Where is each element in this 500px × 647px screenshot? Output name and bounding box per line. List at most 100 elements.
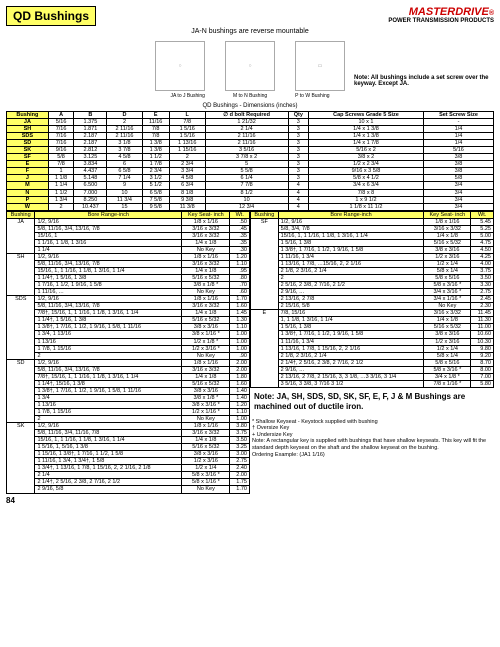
table-row: 1 7/8, 1 15/161/2 x 3/16 *1.00 (7, 345, 250, 352)
table-row: 1 13/16, 1 7/8, …15/16, 2, 2 1/161/2 x 1… (251, 260, 494, 267)
table-row: M1 1/46.50095 1/26 3/47 7/843/4 x 6 3/43… (7, 182, 494, 189)
table-row: SH1/2, 9/161/8 x 1/161.20 (7, 253, 250, 260)
table-row: SD1/2, 9/161/8 x 1/162.00 (7, 359, 250, 366)
table-row: E7/8, 15/163/16 x 3/3211.45 (251, 310, 494, 317)
table-row: 1 5/16, 1, 5/16, 1 3/85/16 x 5/323.25 (7, 444, 250, 451)
table-row: E7/83.83461 7/82 3/4531/2 x 2 3/43/8 (7, 161, 494, 168)
col-header: Cap Screws Grade 5 Size (309, 112, 424, 119)
table-row: 3 5/16, 3 3/8, 3 7/16 3 1/27/8 x 1/16 *5… (251, 380, 494, 387)
table-row: SDS1/2, 9/161/8 x 1/161.70 (7, 296, 250, 303)
legend-line: Note: A rectangular key is supplied with… (252, 438, 492, 451)
legend-line: † Oversize Key (252, 425, 492, 432)
table-row: 5/8, 11/16, 3/4, 13/16, 7/83/16 x 3/32.4… (7, 225, 250, 232)
table-row: 2 9/16, …3/4 x 3/16 *2.75 (251, 289, 494, 296)
table-row: SF1/2, 9/161/8 x 1/165.45 (251, 218, 494, 225)
bore-table-right: Bushing Bore Range-inch Key Seat- inch W… (250, 211, 494, 388)
table-row: 1 5/16, 1 3/85/16 x 5/324.75 (251, 239, 494, 246)
diagram-ja-j: ○ (155, 41, 205, 91)
table-row: N1 1/27.000106 5/88 1/88 1/247/8 x 83/4 (7, 189, 494, 196)
table-row: 1 3/8†, 1 7/16, 1 1/2, 1 9/16, 1 5/8, 1 … (7, 387, 250, 394)
page-number: 84 (6, 496, 494, 505)
table-row: 2 9/16, 5/8No Key1.70 (7, 486, 250, 493)
table-row: SK9/162.8123 7/81 3/81 15/163 5/1635/16 … (7, 147, 494, 154)
table-row: 2 13/16, 2 7/8, 2 15/16, 3, 3 1/8, …3 3/… (251, 373, 494, 380)
diagram-p-w: ▭ (295, 41, 345, 91)
diagram-labels: JA to J Bushing M to N Bushing P to W Bu… (6, 93, 494, 99)
table-row: 1 7/8, 1 15/161/2 x 1/16 *1.10 (7, 408, 250, 415)
table-row: 1 11/16, 1 3/41/2 x 3/1610.30 (251, 338, 494, 345)
col-header: B (74, 112, 107, 119)
table-row: 1 3/8†, 1 7/16, 1 1/2, 1 9/16, 1 5/83/8 … (251, 246, 494, 253)
table-row: SK1/2, 9/161/8 x 1/163.80 (7, 423, 250, 430)
table-row: 1 11/16, 1 3/4, 1 3/4†, 1 5/81/2 x 3/162… (7, 458, 250, 465)
table-row: 25/8 x 5/163.50 (251, 275, 494, 282)
table-row: F14.4376 5/82 3/43 3/45 5/839/16 x 3 5/8… (7, 168, 494, 175)
col-header: ∅ d bolt Required (205, 112, 288, 119)
table-row: SDS7/162.1872 11/167/81 5/162 11/1631/4 … (7, 133, 494, 140)
table-row: 1 15/16, 1 3/8†, 1 7/16, 1 1/2, 1 5/83/8… (7, 451, 250, 458)
table-row: 2 1/45/8 x 3/16 *2.00 (7, 472, 250, 479)
table-row: 5/8, 3/4, 7/83/16 x 3/325.25 (251, 225, 494, 232)
table-row: 5/8, 11/16, 3/4, 11/16, 7/83/16 x 3/323.… (7, 430, 250, 437)
table-row: 1 3/8†, 1 7/16, 1 1/2, 1 9/16, 1 5/8, 1 … (7, 324, 250, 331)
table-row: JA5/161.375211/167/81 21/32310 x 1- (7, 119, 494, 126)
table-row: 1 11/16, 1 3/41/2 x 3/164.25 (251, 253, 494, 260)
table-row: 7/8†, 15/16, 1, 1 1/16, 1 1/8, 1 3/16, 1… (7, 373, 250, 380)
col-header: Qty (288, 112, 308, 119)
table-row: 2 9/16, …5/8 x 3/16 *8.00 (251, 366, 494, 373)
table-row: 1 1/4No Key.30 (7, 246, 250, 253)
legend-line: * Shallow Keyseat - Keystock supplied wi… (252, 419, 492, 426)
legend-line: + Undersize Key (252, 432, 492, 439)
table-row: 1 3/4†, 1 13/16, 1 7/8, 1 15/16, 2, 2 1/… (7, 465, 250, 472)
table-row: 1 3/4, 1 13/163/8 x 1/16 *1.00 (7, 331, 250, 338)
page-title: QD Bushings (6, 6, 96, 26)
brand-name: MASTERDRIVE® (388, 6, 494, 18)
table-row: 2 5/16, 2 3/8, 2 7/16, 2 1/25/8 x 3/16 *… (251, 282, 494, 289)
diagram-m-n: ○ (225, 41, 275, 91)
table-caption: QD Bushings - Dimensions (inches) (6, 103, 494, 109)
table-row: 2 1/4†, 2 5/16, 2 3/8, 2 7/16, 2 1/25/8 … (7, 479, 250, 486)
ductile-note: Note: JA, SH, SDS, SD, SK, SF, E, F, J &… (250, 388, 494, 417)
table-row: 2 15/16, 5/8No Key2.30 (251, 303, 494, 310)
table-row: 2 1/8, 2 3/16, 2 1/45/8 x 1/49.20 (251, 352, 494, 359)
table-row: 1 1/4†, 1 5/16, 1 3/85/16 x 5/32.80 (7, 275, 250, 282)
table-row: 15/16, 1, 1 1/16, 1 1/8, 1 3/16, 1 1/41/… (251, 232, 494, 239)
table-row: SH7/161.8712 11/167/81 5/162 1/431/4 x 1… (7, 126, 494, 133)
table-row: 15/16, 1, 1 1/16, 1 1/8, 1 3/16, 1 1/41/… (7, 268, 250, 275)
table-row: 1 13/16, 1 7/8, 1 15/16, 2, 2 1/161/2 x … (251, 345, 494, 352)
table-row: 15/16, 13/16 x 3/32.35 (7, 232, 250, 239)
table-row: 1, 1 1/8, 1 3/16, 1 1/41/4 x 1/811.30 (251, 317, 494, 324)
table-row: W210.437159 5/811 3/812 3/441 1/8 x 11 1… (7, 203, 494, 210)
legend-line: Ordering Example: (JA1 1/16) (252, 452, 492, 459)
table-row: SF5/83.1254 5/81 1/223 7/8 x 233/8 x 23/… (7, 154, 494, 161)
dimensions-table: BushingABDEL∅ d bolt RequiredQtyCap Scre… (6, 111, 494, 211)
table-row: 5/8, 11/16, 3/4, 13/16, 7/83/16 x 3/321.… (7, 303, 250, 310)
table-row: 1 3/43/8 x 1/8 *1.40 (7, 394, 250, 401)
table-row: 15/16, 1, 1 1/16, 1 1/8, 1 3/16, 1 1/41/… (7, 437, 250, 444)
table-row: 7/8†, 15/16, 1, 1 1/16, 1 1/8, 1 3/16, 1… (7, 310, 250, 317)
col-header: Set Screw Size (423, 112, 493, 119)
col-header: D (107, 112, 142, 119)
subtitle: JA-N bushings are reverse mountable (6, 28, 494, 35)
table-row: 2No Key1.00 (7, 416, 250, 423)
brand-sub: POWER TRANSMISSION PRODUCTS (388, 18, 494, 24)
table-row: 1 3/8†, 1 7/16, 1 1/2, 1 9/16, 1 5/83/8 … (251, 331, 494, 338)
col-header: A (48, 112, 73, 119)
table-row: SD7/162.1873 1/81 3/81 13/162 11/1631/4 … (7, 140, 494, 147)
brand: MASTERDRIVE® POWER TRANSMISSION PRODUCTS (388, 6, 494, 24)
table-row: 1 5/16, 1 3/85/16 x 5/3211.00 (251, 324, 494, 331)
col-header: Bushing (7, 112, 49, 119)
table-row: 1 13/163/8 x 3/16 *1.20 (7, 401, 250, 408)
table-row: 1 7/16, 1 1/2, 1 9/16, 1 5/83/8 x 1/8 *.… (7, 282, 250, 289)
table-row: 2 13/16, 2 7/83/4 x 1/16 *2.45 (251, 296, 494, 303)
table-row: 1 1/4†, 1 5/16, 1 3/85/16 x 5/321.30 (7, 317, 250, 324)
table-row: J1 1/85.1487 1/43 1/24 5/86 1/435/8 x 4 … (7, 175, 494, 182)
table-row: 1 1/16, 1 1/8, 1 3/161/4 x 1/8.35 (7, 239, 250, 246)
legend: * Shallow Keyseat - Keystock supplied wi… (250, 417, 494, 461)
keyway-note: Note: All bushings include a set screw o… (354, 75, 494, 87)
table-row: JA1/2, 9/161/8 x 1/16.50 (7, 218, 250, 225)
table-row: 2No Key.90 (7, 352, 250, 359)
table-row: 2 1/8, 2 3/16, 2 1/45/8 x 1/43.75 (251, 268, 494, 275)
col-header: L (169, 112, 205, 119)
bore-table-left: Bushing Bore Range-inch Key Seat- inch W… (6, 211, 250, 494)
